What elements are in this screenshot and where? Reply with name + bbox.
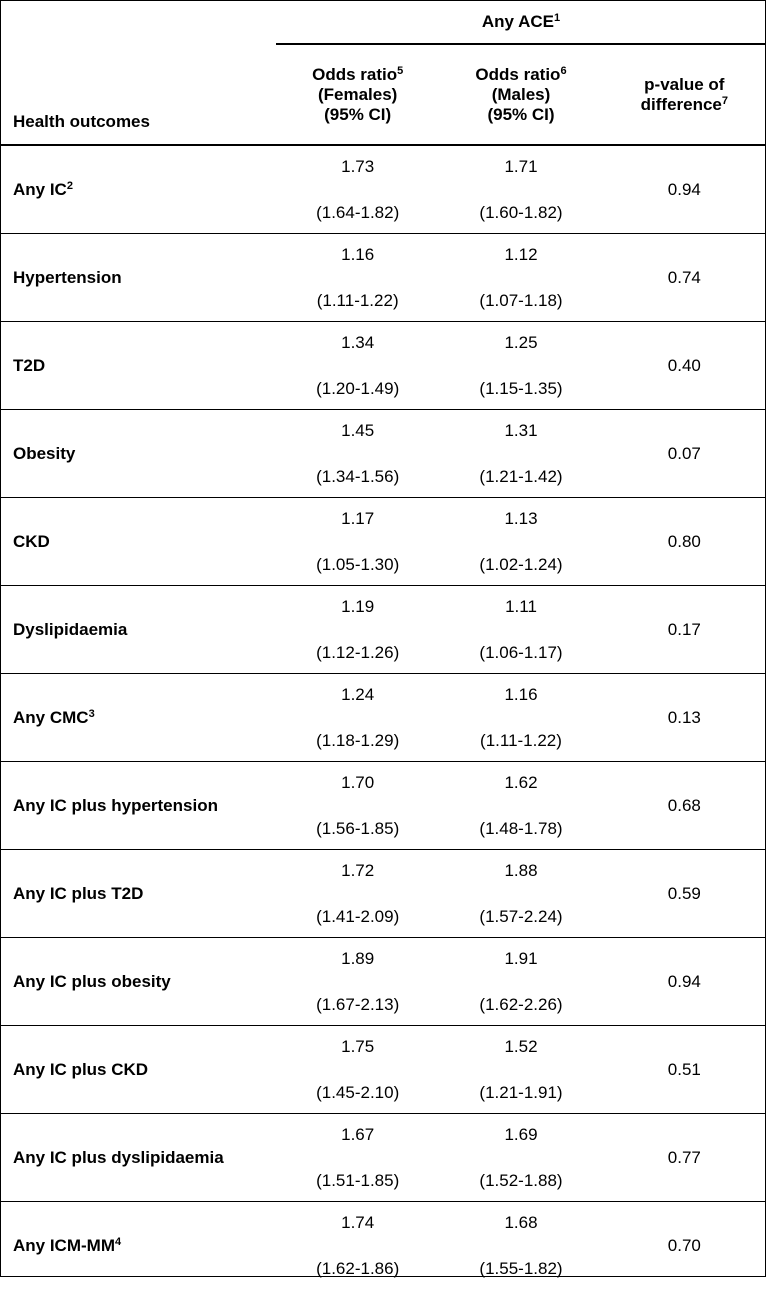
table-border (0, 0, 766, 1277)
results-table-container: Any ACE1 Health outcomes Odds ratio5 (Fe… (0, 0, 768, 1280)
